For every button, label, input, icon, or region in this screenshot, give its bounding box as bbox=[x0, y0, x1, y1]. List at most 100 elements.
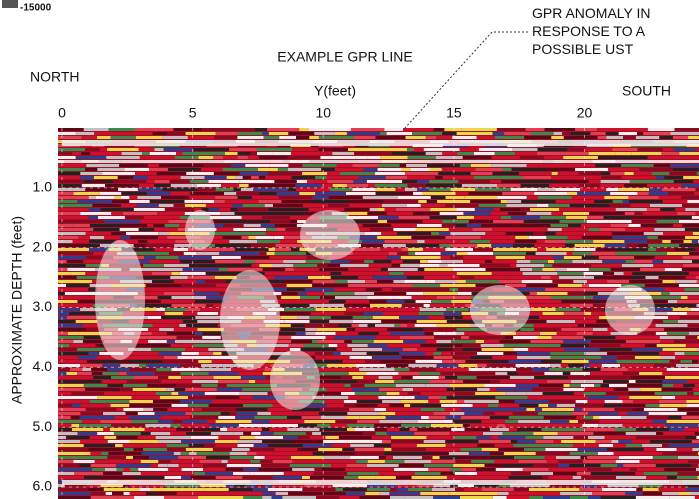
texture bbox=[430, 168, 442, 171]
texture bbox=[216, 188, 234, 191]
texture bbox=[154, 228, 164, 231]
texture bbox=[476, 436, 491, 439]
texture bbox=[367, 488, 390, 491]
texture bbox=[687, 404, 699, 407]
texture bbox=[165, 476, 182, 479]
texture bbox=[238, 132, 262, 135]
texture bbox=[165, 308, 187, 311]
texture bbox=[414, 148, 424, 151]
x-tick-label: 20 bbox=[577, 105, 593, 121]
texture bbox=[153, 224, 164, 227]
texture bbox=[156, 436, 191, 439]
texture bbox=[584, 336, 616, 339]
texture bbox=[628, 368, 643, 371]
texture bbox=[603, 380, 629, 383]
texture bbox=[448, 264, 480, 267]
texture bbox=[664, 468, 696, 471]
texture bbox=[647, 208, 660, 211]
texture bbox=[638, 244, 648, 247]
texture bbox=[627, 412, 649, 415]
texture bbox=[361, 244, 383, 247]
texture bbox=[219, 268, 228, 271]
texture bbox=[267, 128, 299, 131]
texture bbox=[678, 408, 699, 411]
texture bbox=[495, 412, 513, 415]
texture bbox=[58, 244, 65, 247]
texture bbox=[89, 240, 115, 243]
texture bbox=[575, 128, 597, 131]
texture bbox=[410, 168, 429, 171]
texture bbox=[303, 300, 329, 303]
texture bbox=[453, 356, 471, 359]
texture bbox=[612, 468, 630, 471]
texture bbox=[298, 436, 310, 439]
texture bbox=[195, 332, 203, 335]
texture bbox=[288, 164, 302, 167]
texture bbox=[89, 196, 96, 199]
texture bbox=[249, 380, 255, 383]
x-tick-label: 5 bbox=[189, 105, 197, 121]
texture bbox=[280, 304, 309, 307]
texture bbox=[139, 184, 154, 187]
texture bbox=[420, 308, 446, 311]
texture bbox=[658, 412, 687, 415]
texture bbox=[474, 176, 497, 179]
texture bbox=[376, 432, 387, 435]
texture bbox=[678, 472, 699, 475]
texture bbox=[655, 392, 688, 395]
texture bbox=[594, 384, 600, 387]
texture bbox=[58, 152, 72, 155]
texture bbox=[344, 208, 370, 211]
texture bbox=[270, 440, 293, 443]
texture bbox=[405, 172, 438, 175]
texture bbox=[129, 360, 163, 363]
texture bbox=[416, 360, 443, 363]
texture bbox=[583, 460, 616, 463]
texture bbox=[438, 344, 450, 347]
texture bbox=[243, 432, 251, 435]
texture bbox=[500, 340, 531, 343]
texture bbox=[291, 340, 312, 343]
texture bbox=[312, 196, 329, 199]
texture bbox=[561, 316, 573, 319]
texture bbox=[268, 444, 303, 447]
texture bbox=[66, 372, 77, 375]
texture bbox=[143, 288, 163, 291]
texture bbox=[172, 404, 188, 407]
texture bbox=[411, 412, 434, 415]
texture bbox=[96, 360, 121, 363]
texture bbox=[230, 412, 237, 415]
texture bbox=[401, 308, 420, 311]
texture bbox=[415, 472, 441, 475]
texture bbox=[648, 156, 671, 159]
texture bbox=[588, 436, 605, 439]
texture bbox=[436, 156, 463, 159]
texture bbox=[450, 412, 465, 415]
texture bbox=[123, 212, 157, 215]
texture bbox=[381, 268, 388, 271]
texture bbox=[293, 460, 324, 463]
texture bbox=[395, 368, 410, 371]
texture bbox=[293, 264, 317, 267]
texture bbox=[197, 312, 204, 315]
texture bbox=[155, 412, 186, 415]
texture bbox=[397, 232, 431, 235]
texture bbox=[654, 228, 685, 231]
texture bbox=[465, 428, 490, 431]
texture bbox=[68, 268, 96, 271]
texture bbox=[146, 128, 173, 131]
texture bbox=[605, 436, 636, 439]
texture bbox=[315, 176, 326, 179]
texture bbox=[509, 428, 517, 431]
texture bbox=[382, 440, 391, 443]
texture bbox=[185, 204, 206, 207]
texture bbox=[498, 456, 514, 459]
texture bbox=[516, 368, 532, 371]
texture bbox=[121, 192, 146, 195]
texture bbox=[584, 208, 616, 211]
texture bbox=[548, 476, 572, 479]
texture bbox=[309, 316, 331, 319]
texture bbox=[475, 452, 490, 455]
texture bbox=[399, 216, 430, 219]
texture bbox=[622, 404, 646, 407]
